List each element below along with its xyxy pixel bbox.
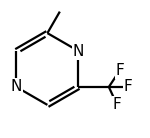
Text: N: N [11, 79, 22, 94]
Text: N: N [73, 44, 84, 59]
Text: F: F [116, 63, 124, 78]
Text: F: F [113, 97, 122, 112]
Text: F: F [124, 79, 133, 94]
